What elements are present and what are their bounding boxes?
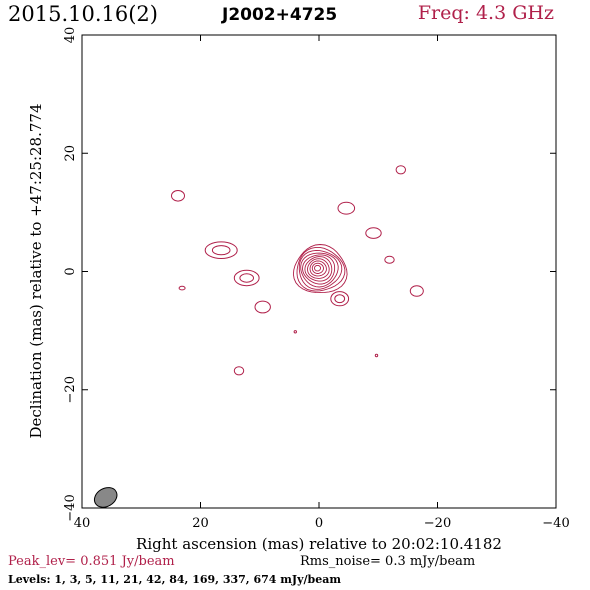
core-contour [307, 258, 330, 279]
peak-value: 0.851 Jy/beam [80, 554, 175, 569]
plot-frame [81, 34, 557, 509]
component-contour [171, 190, 185, 202]
peak-label: Peak_lev= [8, 554, 77, 569]
component-contour [233, 366, 245, 376]
core-contour [298, 249, 343, 290]
component-contour [330, 291, 350, 307]
y-axis-label: Declination (mas) relative to +47:25:28.… [27, 103, 45, 438]
rms-value: 0.3 mJy/beam [385, 554, 476, 569]
epoch-date: 2015.10.16(2) [8, 2, 158, 26]
component-contour [239, 273, 254, 283]
contours [171, 165, 424, 376]
beam-ellipse [93, 487, 118, 508]
y-tick-label: 40 [63, 27, 78, 44]
component-contour [211, 245, 231, 256]
core-contour [300, 252, 339, 288]
levels-value: 1, 3, 5, 11, 21, 42, 84, 169, 337, 674 m… [54, 573, 341, 586]
component-contour [395, 165, 406, 175]
peak-level: Peak_lev= 0.851 Jy/beam [8, 554, 175, 569]
component-contour [254, 300, 271, 314]
y-tick-label: 0 [63, 267, 78, 275]
source-name: J2002+4725 [222, 5, 338, 25]
axis-ticks [81, 34, 557, 509]
rms-label: Rms_noise= [300, 554, 381, 569]
y-tick-label: 20 [63, 145, 78, 162]
y-tick-label: −20 [63, 376, 78, 403]
component-contour [409, 285, 424, 297]
tick-labels: 40 20 0 −20 −40 −40 −20 0 20 40 [63, 27, 570, 531]
core-contour [302, 254, 336, 285]
x-tick-label: 20 [192, 516, 209, 531]
core-contour [311, 262, 324, 274]
x-tick-label: 0 [315, 516, 323, 531]
component-contour [233, 269, 260, 287]
x-tick-label: 40 [74, 516, 91, 531]
x-axis-label: Right ascension (mas) relative to 20:02:… [136, 535, 502, 553]
component-contour [178, 285, 186, 291]
component-contour [365, 227, 382, 239]
contour-levels: Levels: 1, 3, 5, 11, 21, 42, 84, 169, 33… [8, 573, 341, 586]
component-contour [293, 330, 297, 334]
component-contour [337, 201, 356, 215]
frequency-label: Freq: 4.3 GHz [417, 2, 554, 24]
component-contour [384, 255, 395, 264]
x-tick-label: −40 [542, 516, 569, 531]
core-contour [314, 264, 321, 272]
component-contour [334, 294, 346, 304]
core-contour [292, 244, 348, 294]
levels-label: Levels: [8, 573, 51, 586]
y-tick-label: −40 [63, 494, 78, 521]
beam [93, 487, 118, 508]
x-tick-label: −20 [424, 516, 451, 531]
component-contour [374, 353, 379, 358]
rms-noise: Rms_noise= 0.3 mJy/beam [300, 554, 475, 569]
core-contour [296, 246, 346, 292]
core-contour [309, 260, 327, 277]
component-contour [204, 241, 238, 259]
core-contour [304, 256, 333, 282]
